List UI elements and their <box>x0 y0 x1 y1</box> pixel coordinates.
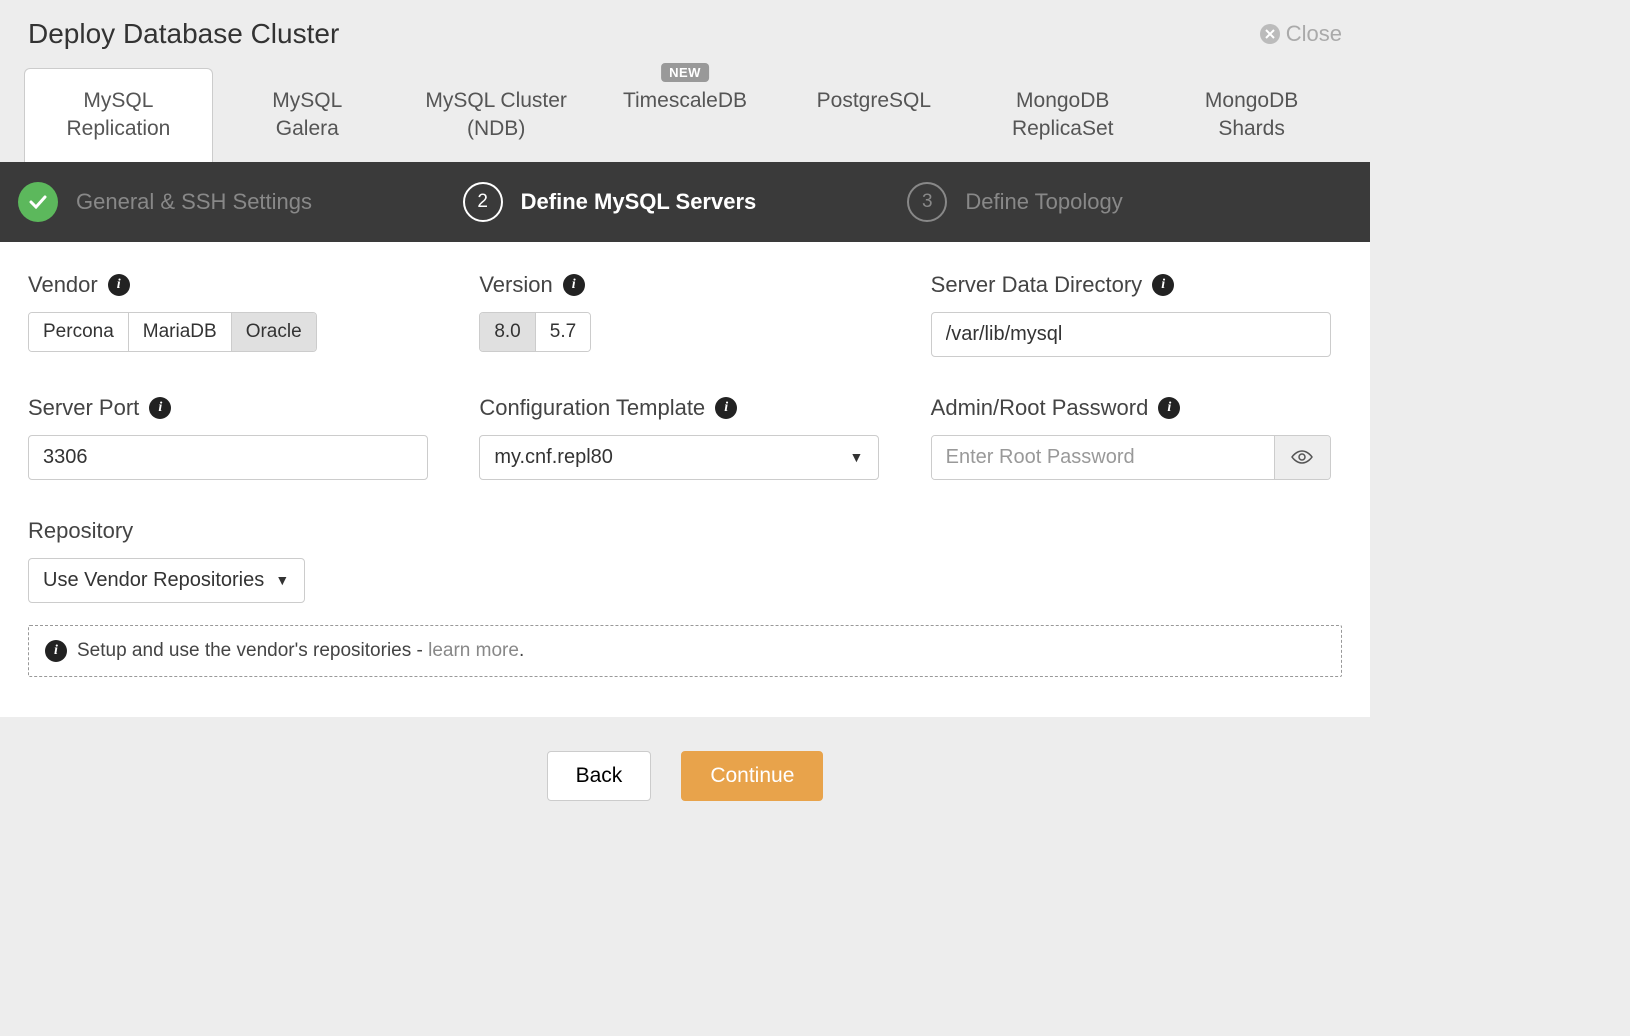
tab-postgresql[interactable]: PostgreSQL <box>779 68 968 162</box>
root-password-input[interactable] <box>932 436 1274 479</box>
server-port-input[interactable] <box>28 435 428 480</box>
dialog-title: Deploy Database Cluster <box>28 18 339 50</box>
vendor-option-mariadb[interactable]: MariaDB <box>129 313 232 351</box>
tab-label-line1: PostgreSQL <box>788 87 959 115</box>
version-label: Version <box>479 272 552 298</box>
dialog-header: Deploy Database Cluster Close <box>0 0 1370 68</box>
dialog-footer: Back Continue <box>0 717 1370 835</box>
server-port-group: Server Port i <box>28 395 439 480</box>
data-dir-label: Server Data Directory <box>931 272 1143 298</box>
tab-label-line2: (NDB) <box>411 115 582 143</box>
tab-label-line1: TimescaleDB <box>600 87 771 115</box>
config-template-label: Configuration Template <box>479 395 705 421</box>
tab-label-line1: MongoDB <box>1166 87 1337 115</box>
learn-more-link[interactable]: learn more <box>428 640 519 661</box>
close-label: Close <box>1286 21 1342 47</box>
config-template-select[interactable]: my.cnf.repl80 <box>479 435 879 480</box>
tab-mongodb-shards[interactable]: MongoDBShards <box>1157 68 1346 162</box>
tab-mysql-galera[interactable]: MySQLGalera <box>213 68 402 162</box>
info-icon[interactable]: i <box>563 274 585 296</box>
version-option-8-0[interactable]: 8.0 <box>480 313 535 351</box>
toggle-password-visibility[interactable] <box>1274 436 1330 479</box>
repository-select[interactable]: Use Vendor Repositories <box>28 558 305 603</box>
repository-label: Repository <box>28 518 133 544</box>
close-icon <box>1260 24 1280 44</box>
info-icon[interactable]: i <box>149 397 171 419</box>
tab-label-line2: ReplicaSet <box>977 115 1148 143</box>
database-type-tabs: MySQLReplicationMySQLGaleraMySQL Cluster… <box>0 68 1370 162</box>
vendor-option-oracle[interactable]: Oracle <box>232 313 316 351</box>
data-dir-group: Server Data Directory i <box>931 272 1342 357</box>
tab-label-line1: MySQL Cluster <box>411 87 582 115</box>
continue-button[interactable]: Continue <box>681 751 823 801</box>
version-option-5-7[interactable]: 5.7 <box>536 313 590 351</box>
step-label: General & SSH Settings <box>76 189 312 215</box>
tab-timescaledb[interactable]: NEWTimescaleDB <box>591 68 780 162</box>
version-toggle[interactable]: 8.05.7 <box>479 312 591 352</box>
info-icon[interactable]: i <box>1158 397 1180 419</box>
tab-label-line1: MySQL <box>33 87 204 115</box>
back-button[interactable]: Back <box>547 751 652 801</box>
wizard-step: 3 Define Topology <box>907 182 1352 222</box>
info-icon[interactable]: i <box>715 397 737 419</box>
root-password-group: Admin/Root Password i <box>931 395 1342 480</box>
repo-info-text: Setup and use the vendor's repositories … <box>77 640 428 661</box>
vendor-option-percona[interactable]: Percona <box>29 313 129 351</box>
close-button[interactable]: Close <box>1260 21 1342 47</box>
info-icon: i <box>45 640 67 662</box>
repository-info-box: i Setup and use the vendor's repositorie… <box>28 625 1342 677</box>
data-dir-input[interactable] <box>931 312 1331 357</box>
vendor-group: Vendor i PerconaMariaDBOracle <box>28 272 439 357</box>
root-password-label: Admin/Root Password <box>931 395 1149 421</box>
wizard-step[interactable]: 2 Define MySQL Servers <box>463 182 908 222</box>
step-label: Define MySQL Servers <box>521 189 757 215</box>
info-icon[interactable]: i <box>1152 274 1174 296</box>
vendor-toggle[interactable]: PerconaMariaDBOracle <box>28 312 317 352</box>
form-panel: Vendor i PerconaMariaDBOracle Version i … <box>0 242 1370 717</box>
version-group: Version i 8.05.7 <box>479 272 890 357</box>
eye-icon <box>1290 449 1314 465</box>
tab-mysql-replication[interactable]: MySQLReplication <box>24 68 213 162</box>
server-port-label: Server Port <box>28 395 139 421</box>
vendor-label: Vendor <box>28 272 98 298</box>
tab-label-line1: MySQL <box>222 87 393 115</box>
tab-label-line2: Galera <box>222 115 393 143</box>
new-badge: NEW <box>661 63 709 82</box>
check-icon <box>18 182 58 222</box>
tab-label-line2: Shards <box>1166 115 1337 143</box>
step-label: Define Topology <box>965 189 1122 215</box>
tab-label-line2: Replication <box>33 115 204 143</box>
tab-mongodb-replicaset[interactable]: MongoDBReplicaSet <box>968 68 1157 162</box>
tab-mysql-cluster-ndb[interactable]: MySQL Cluster(NDB) <box>402 68 591 162</box>
repository-group: Repository Use Vendor Repositories ▼ <box>28 518 305 603</box>
wizard-step[interactable]: General & SSH Settings <box>18 182 463 222</box>
step-number: 2 <box>463 182 503 222</box>
wizard-steps: General & SSH Settings 2 Define MySQL Serv… <box>0 162 1370 242</box>
tab-label-line1: MongoDB <box>977 87 1148 115</box>
step-number: 3 <box>907 182 947 222</box>
info-icon[interactable]: i <box>108 274 130 296</box>
config-template-group: Configuration Template i my.cnf.repl80 ▼ <box>479 395 890 480</box>
